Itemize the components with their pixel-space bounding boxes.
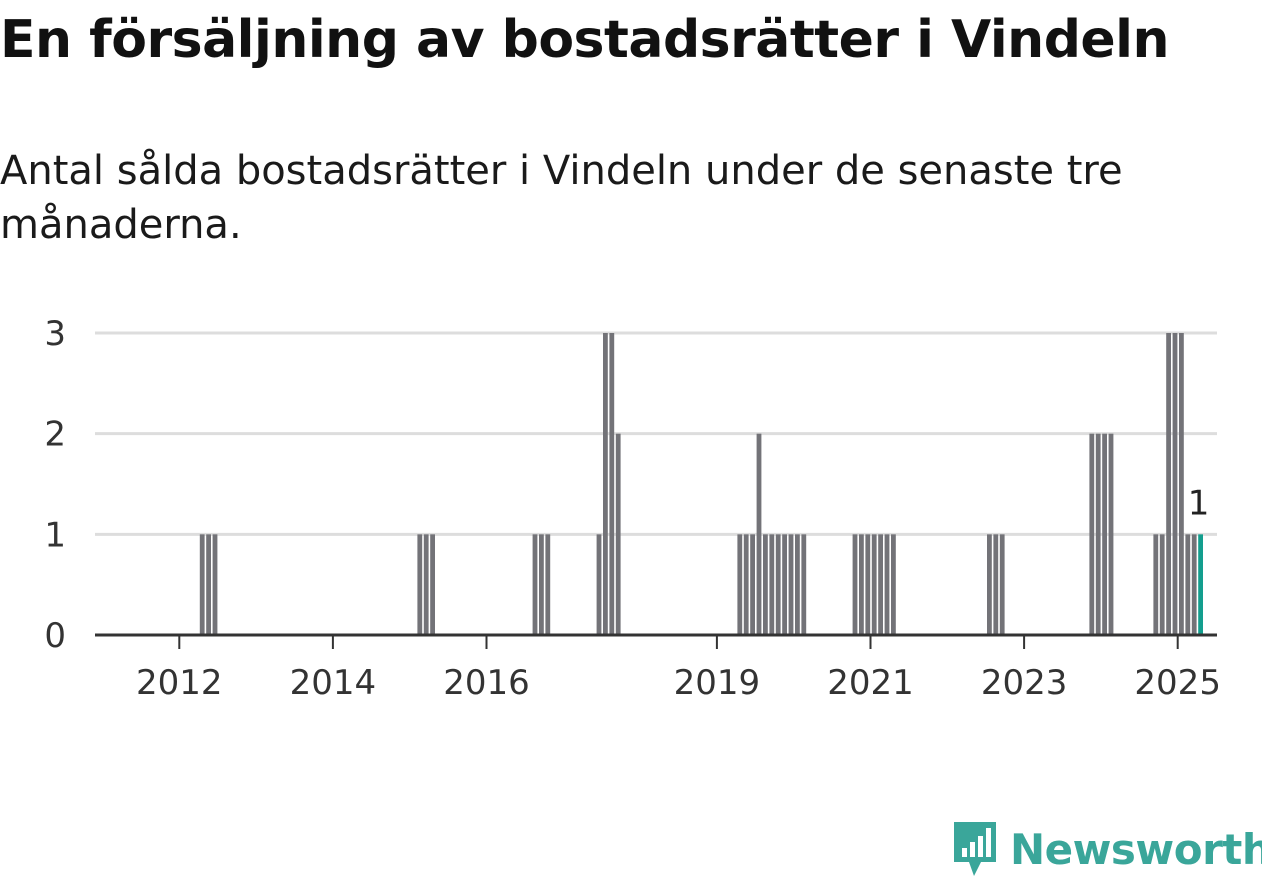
bar bbox=[1095, 433, 1101, 635]
bar bbox=[532, 534, 538, 635]
bar bbox=[788, 534, 794, 635]
x-tick-label: 2025 bbox=[1134, 663, 1221, 703]
chart-subtitle: Antal sålda bostadsrätter i Vindeln unde… bbox=[0, 148, 1123, 248]
x-tick-label: 2019 bbox=[674, 663, 761, 703]
bars bbox=[199, 333, 1203, 635]
bar bbox=[1159, 534, 1165, 635]
bar bbox=[199, 534, 205, 635]
y-tick-label: 0 bbox=[44, 616, 66, 656]
bar bbox=[865, 534, 871, 635]
newsworthy-logo-icon bbox=[954, 822, 996, 876]
bar-highlight bbox=[1198, 534, 1203, 635]
bar bbox=[891, 534, 896, 635]
bar bbox=[775, 534, 781, 635]
bar bbox=[756, 433, 762, 635]
x-tick-label: 2016 bbox=[443, 663, 530, 703]
bar bbox=[878, 534, 883, 635]
brand-name: Newsworthy bbox=[1010, 824, 1262, 874]
y-tick-label: 3 bbox=[44, 314, 66, 354]
bar bbox=[1166, 333, 1171, 635]
highlight-data-label: 1 bbox=[1188, 483, 1210, 523]
bar bbox=[1179, 333, 1184, 635]
bar bbox=[795, 534, 800, 635]
axes bbox=[95, 633, 1217, 649]
bar bbox=[750, 534, 755, 635]
brand-logo: Newsworthy bbox=[950, 818, 1262, 880]
bar bbox=[743, 534, 749, 635]
x-tick-label: 2021 bbox=[827, 663, 914, 703]
bar bbox=[596, 534, 602, 635]
bar bbox=[884, 534, 890, 635]
bar bbox=[1153, 534, 1159, 635]
bar bbox=[1191, 534, 1197, 635]
bar bbox=[769, 534, 775, 635]
bar bbox=[609, 333, 615, 635]
bar bbox=[871, 534, 877, 635]
bar bbox=[430, 534, 435, 635]
gridlines bbox=[95, 331, 1217, 536]
bar bbox=[987, 534, 992, 635]
bar bbox=[999, 534, 1005, 635]
x-tick-label: 2014 bbox=[290, 663, 377, 703]
bar bbox=[206, 534, 211, 635]
bar bbox=[763, 534, 768, 635]
bar bbox=[1102, 433, 1107, 635]
x-tick-label: 2023 bbox=[981, 663, 1068, 703]
bar bbox=[782, 534, 787, 635]
y-tick-label: 2 bbox=[44, 415, 66, 455]
bar bbox=[993, 534, 999, 635]
y-tick-label: 1 bbox=[44, 515, 66, 555]
bar bbox=[603, 333, 608, 635]
bar bbox=[1108, 433, 1114, 635]
bar bbox=[539, 534, 544, 635]
bar bbox=[545, 534, 551, 635]
bar bbox=[852, 534, 858, 635]
bar bbox=[417, 534, 423, 635]
bar bbox=[615, 433, 621, 635]
labels: 0 1 2 3 1 2012 2014 2016 2019 2021 2023 2025 bbox=[44, 314, 1221, 703]
bar bbox=[212, 534, 218, 635]
bar bbox=[1089, 433, 1095, 635]
x-tick-label: 2012 bbox=[136, 663, 223, 703]
bar bbox=[801, 534, 807, 635]
bar bbox=[859, 534, 864, 635]
bar bbox=[423, 534, 429, 635]
chart-title: En försäljning av bostadsrätter i Vindel… bbox=[0, 10, 1170, 70]
bar bbox=[737, 534, 743, 635]
bar bbox=[1185, 534, 1191, 635]
bar bbox=[1172, 333, 1178, 635]
